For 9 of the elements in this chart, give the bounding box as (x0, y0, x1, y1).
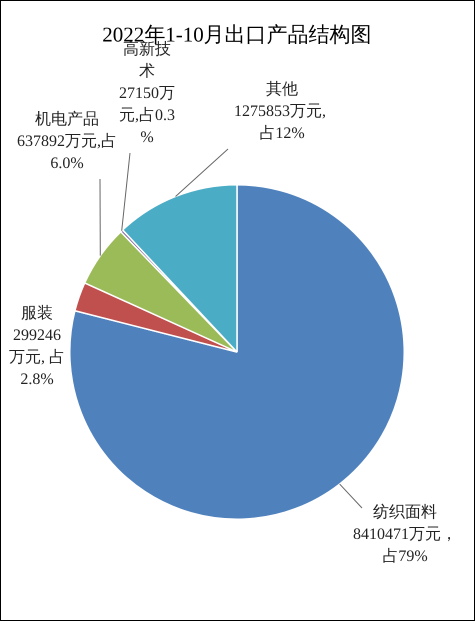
data-label: 637892万元,占6.0% (17, 132, 117, 172)
data-label: 299246万元, 占2.8% (9, 327, 65, 388)
slice-label: 其他 (266, 80, 298, 98)
data-label: 8410471万元，占79% (353, 526, 457, 566)
data-label: 1275853万元, 占12% (234, 103, 330, 142)
slice-label: 服装 (21, 304, 53, 322)
slice-label: 纺织面料 (373, 503, 437, 522)
slice-label: 机电产品 (35, 110, 99, 128)
data-label: 27150万元,占0.3% (119, 85, 175, 146)
